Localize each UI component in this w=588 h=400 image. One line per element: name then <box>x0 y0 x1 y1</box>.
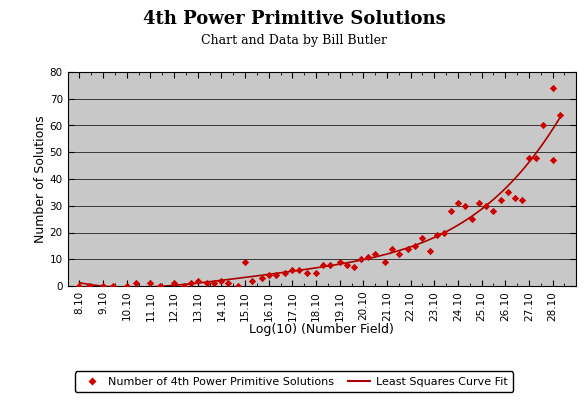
Point <box>179 283 188 289</box>
Y-axis label: Number of Solutions: Number of Solutions <box>34 115 47 243</box>
Point <box>387 245 396 252</box>
Point <box>380 259 389 265</box>
Point <box>548 157 557 164</box>
Point <box>524 154 534 161</box>
Point <box>326 262 335 268</box>
Point <box>209 280 219 286</box>
Point <box>432 232 442 238</box>
Point <box>460 202 470 209</box>
Text: Chart and Data by Bill Butler: Chart and Data by Bill Butler <box>201 34 387 47</box>
Point <box>98 283 108 289</box>
Point <box>475 200 484 206</box>
Point <box>403 245 413 252</box>
Point <box>295 267 304 273</box>
Point <box>75 283 84 289</box>
Point <box>394 251 403 257</box>
Point <box>264 272 273 278</box>
Point <box>311 270 320 276</box>
Point <box>548 85 557 91</box>
Text: 4th Power Primitive Solutions: 4th Power Primitive Solutions <box>143 10 445 28</box>
Point <box>467 216 477 222</box>
Point <box>319 262 328 268</box>
Point <box>108 283 117 289</box>
Point <box>503 189 512 196</box>
Point <box>510 194 519 201</box>
Point <box>240 259 250 265</box>
Point <box>155 283 165 289</box>
Point <box>335 259 345 265</box>
X-axis label: Log(10) (Number Field): Log(10) (Number Field) <box>249 323 395 336</box>
Point <box>555 112 564 118</box>
Point <box>356 256 366 262</box>
Point <box>342 262 352 268</box>
Point <box>489 208 498 214</box>
Point <box>193 278 202 284</box>
Point <box>302 270 311 276</box>
Point <box>363 253 373 260</box>
Point <box>446 208 456 214</box>
Point <box>496 197 505 204</box>
Point <box>257 275 266 281</box>
Point <box>186 280 195 286</box>
Point <box>453 200 463 206</box>
Legend: Number of 4th Power Primitive Solutions, Least Squares Curve Fit: Number of 4th Power Primitive Solutions,… <box>75 371 513 392</box>
Point <box>217 278 226 284</box>
Point <box>539 122 548 129</box>
Point <box>517 197 526 204</box>
Point <box>169 280 179 286</box>
Point <box>532 154 541 161</box>
Point <box>439 229 449 236</box>
Point <box>280 270 290 276</box>
Point <box>84 283 93 289</box>
Point <box>224 280 233 286</box>
Point <box>370 251 380 257</box>
Point <box>425 248 435 254</box>
Point <box>417 235 427 241</box>
Point <box>482 202 491 209</box>
Point <box>410 243 420 249</box>
Point <box>349 264 359 270</box>
Point <box>146 280 155 286</box>
Point <box>132 280 141 286</box>
Point <box>288 267 297 273</box>
Point <box>248 278 257 284</box>
Point <box>122 283 132 289</box>
Point <box>271 272 280 278</box>
Point <box>233 283 243 289</box>
Point <box>202 280 212 286</box>
